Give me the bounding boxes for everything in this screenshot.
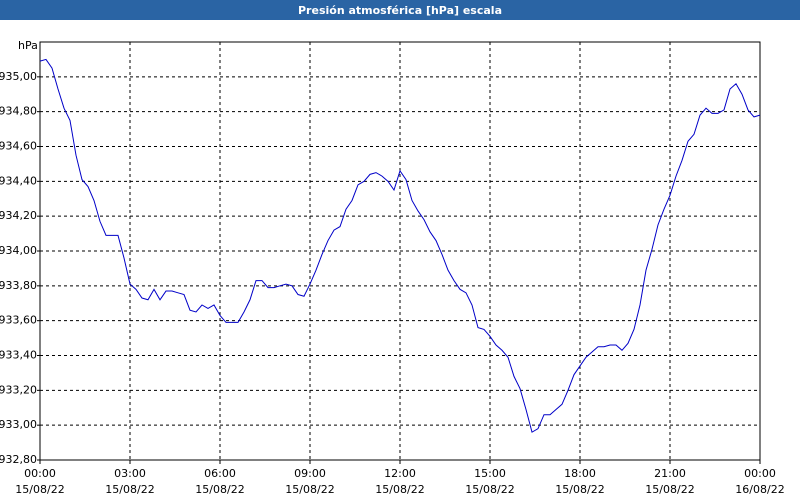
y-tick-label: 933,40 xyxy=(0,349,37,362)
x-tick-label: 03:00 xyxy=(114,467,146,480)
y-tick-label: 934,40 xyxy=(0,174,37,187)
data-line xyxy=(39,58,761,433)
x-tick-date: 15/08/22 xyxy=(645,483,694,496)
x-tick-date: 15/08/22 xyxy=(195,483,244,496)
y-tick-label: 934,00 xyxy=(0,244,37,257)
x-tick-label: 18:00 xyxy=(564,467,596,480)
x-tick-label: 00:00 xyxy=(24,467,56,480)
y-unit: hPa xyxy=(18,39,38,52)
x-tick-date: 15/08/22 xyxy=(105,483,154,496)
y-tick-label: 933,20 xyxy=(0,383,37,396)
y-tick-label: 933,60 xyxy=(0,314,37,327)
title-bar xyxy=(0,0,800,20)
x-tick-date: 16/08/22 xyxy=(735,483,784,496)
y-tick-label: 932,80 xyxy=(0,453,37,466)
x-tick-date: 15/08/22 xyxy=(375,483,424,496)
x-tick-date: 15/08/22 xyxy=(285,483,334,496)
y-tick-label: 935,00 xyxy=(0,70,37,83)
x-tick-label: 09:00 xyxy=(294,467,326,480)
x-tick-label: 06:00 xyxy=(204,467,236,480)
y-tick-label: 933,80 xyxy=(0,279,37,292)
y-tick-label: 933,00 xyxy=(0,418,37,431)
x-tick-label: 15:00 xyxy=(474,467,506,480)
x-tick-label: 00:00 xyxy=(744,467,776,480)
x-tick-date: 15/08/22 xyxy=(555,483,604,496)
y-tick-label: 934,20 xyxy=(0,209,37,222)
x-tick-label: 21:00 xyxy=(654,467,686,480)
x-tick-date: 15/08/22 xyxy=(465,483,514,496)
y-tick-label: 934,80 xyxy=(0,105,37,118)
x-tick-label: 12:00 xyxy=(384,467,416,480)
x-tick-date: 15/08/22 xyxy=(15,483,64,496)
y-tick-label: 934,60 xyxy=(0,140,37,153)
chart-title: Presión atmosférica [hPa] escala xyxy=(298,4,502,17)
